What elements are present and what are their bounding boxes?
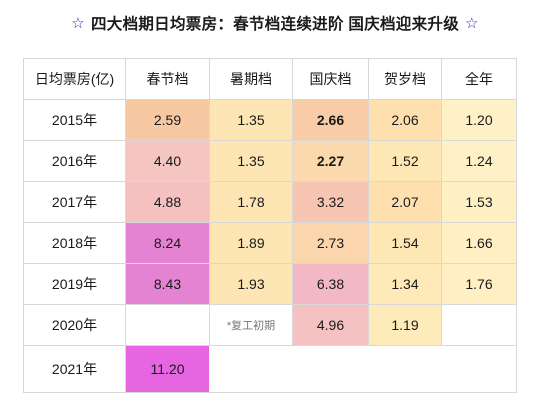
cell-spring: 2.59 [126,100,209,140]
cell-annual: 1.66 [442,223,516,263]
cell-summer: 1.93 [210,264,292,304]
box-office-table: 日均票房(亿) 春节档 暑期档 国庆档 贺岁档 全年 2015年 2.59 1.… [23,58,517,393]
cell-spring: 11.20 [126,346,209,392]
cell-spring: 4.40 [126,141,209,181]
header-annual: 全年 [465,71,493,87]
row-divider [24,140,516,141]
cell-national: 2.27 [293,141,368,181]
row-divider [24,345,516,346]
resumption-note: *复工初期 [226,320,276,332]
header-summer: 暑期档 [230,71,272,87]
row-year: 2019年 [51,276,98,292]
cell-annual: 1.53 [442,182,516,222]
cell-national: 6.38 [293,264,368,304]
star-outline-icon: ☆ [71,15,85,32]
cell-spring: 8.24 [126,223,209,263]
star-outline-icon: ☆ [465,15,479,32]
header-national: 国庆档 [309,71,352,87]
row-divider [24,181,516,182]
row-divider [24,263,516,264]
cell-newyear: 1.34 [369,264,441,304]
cell-annual: 1.76 [442,264,516,304]
cell-newyear: 1.54 [369,223,441,263]
column-divider [441,59,442,346]
cell-newyear: 2.07 [369,182,441,222]
cell-summer: 1.78 [210,182,292,222]
column-divider [292,59,293,346]
cell-national: 3.32 [293,182,368,222]
row-year: 2015年 [51,112,98,128]
row-divider [24,99,516,100]
row-divider [24,222,516,223]
header-newyear: 贺岁档 [384,71,426,87]
cell-newyear: 1.52 [369,141,441,181]
cell-annual: 1.24 [442,141,516,181]
cell-spring: 8.43 [126,264,209,304]
row-year: 2020年 [51,317,98,333]
cell-newyear: 2.06 [369,100,441,140]
cell-summer: 1.35 [210,100,292,140]
cell-spring-empty [126,305,209,345]
cell-newyear: 1.19 [369,305,441,345]
page-title: ☆ 四大档期日均票房：春节档连续进阶 国庆档迎来升级 ☆ [0,0,550,46]
header-corner: 日均票房(亿) [34,71,115,87]
cell-national: 2.73 [293,223,368,263]
column-divider [125,59,126,392]
column-divider [368,59,369,346]
row-year: 2018年 [51,235,98,251]
row-year: 2021年 [51,361,98,377]
cell-annual-empty [442,305,516,345]
title-text: 四大档期日均票房：春节档连续进阶 国庆档迎来升级 [90,16,459,33]
cell-annual: 1.20 [442,100,516,140]
column-divider [209,59,210,346]
header-spring: 春节档 [146,71,189,87]
cell-summer: 1.35 [210,141,292,181]
cell-spring: 4.88 [126,182,209,222]
row-year: 2016年 [51,153,98,169]
row-year: 2017年 [51,194,98,210]
cell-national: 2.66 [293,100,368,140]
cell-national: 4.96 [293,305,368,345]
row-divider [24,304,516,305]
cell-summer: 1.89 [210,223,292,263]
